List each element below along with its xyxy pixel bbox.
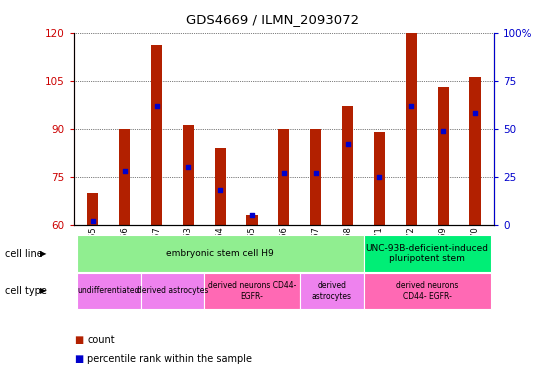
Bar <box>151 45 162 225</box>
Text: cell type: cell type <box>5 286 48 296</box>
Bar <box>342 106 353 225</box>
Text: percentile rank within the sample: percentile rank within the sample <box>87 354 252 364</box>
Bar <box>183 126 194 225</box>
Point <box>375 174 384 180</box>
Point <box>88 218 97 224</box>
Point <box>407 103 416 109</box>
Bar <box>119 129 130 225</box>
Point <box>280 170 288 176</box>
Bar <box>246 215 258 225</box>
Point <box>152 103 161 109</box>
Text: undifferentiated: undifferentiated <box>78 286 140 295</box>
Bar <box>278 129 289 225</box>
Text: ■: ■ <box>74 335 83 345</box>
Text: derived
astrocytes: derived astrocytes <box>312 281 352 301</box>
Text: count: count <box>87 335 115 345</box>
Text: GDS4669 / ILMN_2093072: GDS4669 / ILMN_2093072 <box>186 13 360 26</box>
Text: ▶: ▶ <box>40 286 46 295</box>
Bar <box>470 78 480 225</box>
Point <box>184 164 193 170</box>
Bar <box>310 129 322 225</box>
Text: derived neurons
CD44- EGFR-: derived neurons CD44- EGFR- <box>396 281 459 301</box>
Bar <box>437 87 449 225</box>
Bar <box>215 148 226 225</box>
Point <box>439 127 448 134</box>
Text: ■: ■ <box>74 354 83 364</box>
Text: derived astrocytes: derived astrocytes <box>136 286 208 295</box>
Point <box>248 212 257 218</box>
Bar <box>87 193 98 225</box>
Text: embryonic stem cell H9: embryonic stem cell H9 <box>167 249 274 258</box>
Point <box>120 168 129 174</box>
Text: ▶: ▶ <box>40 249 46 258</box>
Text: derived neurons CD44-
EGFR-: derived neurons CD44- EGFR- <box>208 281 296 301</box>
Bar <box>374 132 385 225</box>
Point <box>471 110 479 116</box>
Point <box>343 141 352 147</box>
Text: cell line: cell line <box>5 248 43 259</box>
Point <box>311 170 320 176</box>
Bar <box>406 33 417 225</box>
Point <box>216 187 224 193</box>
Text: UNC-93B-deficient-induced
pluripotent stem: UNC-93B-deficient-induced pluripotent st… <box>366 244 489 263</box>
